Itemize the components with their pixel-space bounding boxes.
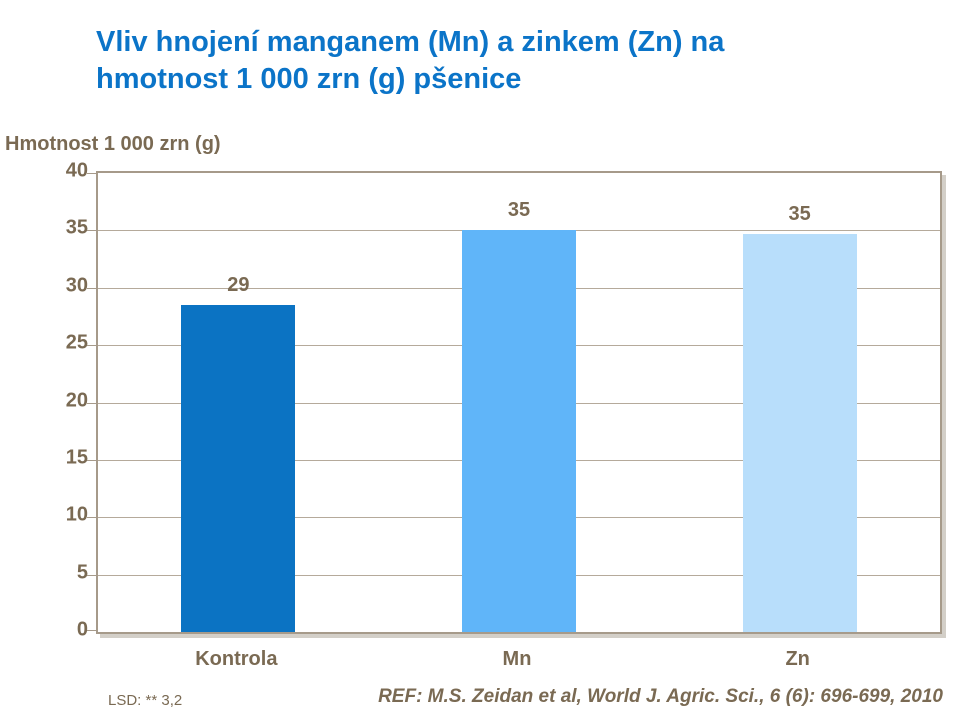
y-axis-title: Hmotnost 1 000 zrn (g) [5, 133, 221, 155]
bar-kontrola [181, 304, 296, 632]
y-axis-tick [87, 574, 98, 576]
y-tick-label: 35 [65, 216, 88, 239]
y-axis-labels: 0 5 10 15 20 25 30 35 40 [30, 160, 88, 641]
bar-value-label: 29 [227, 273, 250, 296]
lsd-note: LSD: ** 3,2 [108, 692, 183, 709]
y-axis-tick [87, 630, 98, 631]
bar-zn [742, 233, 857, 632]
chart-title-line1: Vliv hnojení manganem (Mn) a zinkem (Zn)… [96, 26, 725, 58]
x-axis-labels: Kontrola Mn Zn [96, 648, 942, 674]
bar-mn [462, 230, 576, 632]
bar-value-label: 35 [788, 202, 811, 225]
y-axis-tick [87, 517, 98, 519]
plot-area: 29 35 35 [87, 171, 942, 634]
y-tick-label: 10 [65, 503, 88, 526]
x-tick-label-mn: Mn [502, 648, 532, 670]
y-tick-label: 15 [65, 446, 88, 469]
y-axis-tick [87, 345, 98, 347]
y-tick-label: 5 [76, 561, 88, 584]
bar-value-label: 35 [507, 199, 531, 222]
y-tick-label: 30 [65, 274, 88, 297]
y-axis-tick [87, 173, 98, 174]
y-tick-label: 40 [65, 159, 88, 182]
y-tick-label: 25 [65, 331, 88, 354]
y-tick-label: 20 [65, 389, 88, 411]
y-axis-tick [87, 230, 98, 232]
y-tick-label: 0 [76, 618, 88, 641]
y-axis-tick [87, 459, 98, 461]
x-tick-label-zn: Zn [785, 648, 810, 670]
chart-title-line2: hmotnost 1 000 zrn (g) pšenice [96, 63, 522, 95]
y-axis-tick [87, 287, 98, 289]
chart-title: Vliv hnojení manganem (Mn) a zinkem (Zn)… [96, 24, 836, 98]
reference-citation: REF: M.S. Zeidan et al, World J. Agric. … [378, 686, 943, 707]
x-tick-label-kontrola: Kontrola [195, 648, 278, 670]
y-axis-tick [87, 402, 98, 404]
